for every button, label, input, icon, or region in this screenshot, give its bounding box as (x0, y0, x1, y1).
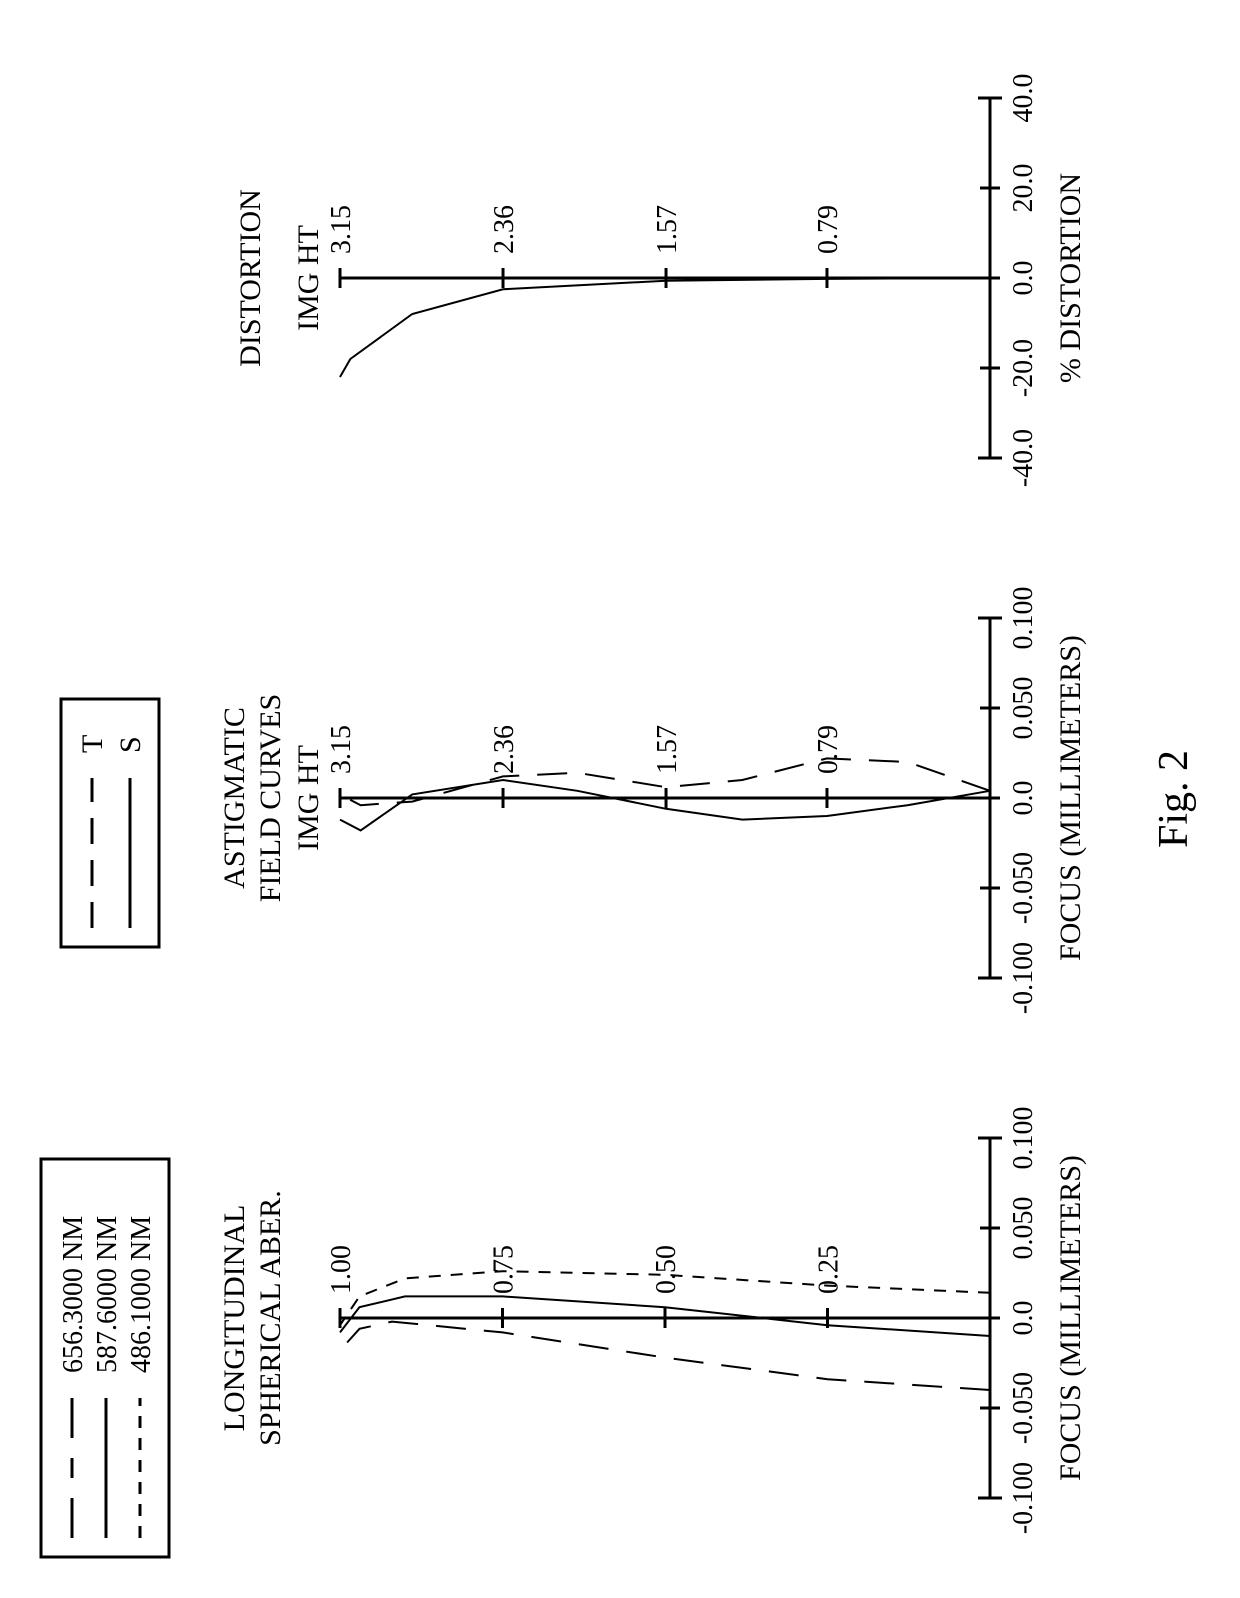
svg-text:-40.0: -40.0 (1008, 429, 1039, 487)
svg-text:0.79: 0.79 (813, 725, 844, 774)
svg-text:0.50: 0.50 (651, 1245, 682, 1294)
svg-text:2.36: 2.36 (489, 205, 520, 254)
figure-label: Fig. 2 (1150, 0, 1198, 1598)
wavelength-legend: 656.3000 NM 587.6000 NM 486.1000 NM (40, 1158, 170, 1558)
svg-text:0.0: 0.0 (1008, 781, 1039, 816)
svg-text:0.100: 0.100 (1008, 1107, 1039, 1170)
svg-text:1.57: 1.57 (652, 725, 683, 774)
svg-text:-20.0: -20.0 (1008, 339, 1039, 397)
svg-text:-0.050: -0.050 (1008, 852, 1039, 924)
svg-text:1.00: 1.00 (326, 1245, 357, 1294)
svg-text:0.050: 0.050 (1008, 1197, 1039, 1260)
svg-text:-0.100: -0.100 (1008, 1462, 1039, 1534)
svg-text:40.0: 40.0 (1008, 74, 1039, 123)
svg-text:0.0: 0.0 (1008, 1301, 1039, 1336)
ts-legend-t: T (76, 735, 109, 753)
svg-text:3.15: 3.15 (326, 205, 357, 254)
legend-label-656: 656.3000 NM (58, 1216, 89, 1373)
spherical-title-1: LONGITUDINAL (218, 1205, 251, 1432)
svg-text:-0.100: -0.100 (1008, 942, 1039, 1014)
astig-title-1: ASTIGMATIC (218, 707, 251, 889)
dist-xlabel: % DISTORTION (1054, 173, 1087, 383)
spherical-xlabel: FOCUS (MILLIMETERS) (1054, 1155, 1087, 1481)
astig-xlabel: FOCUS (MILLIMETERS) (1054, 635, 1087, 961)
ts-legend-s: S (114, 736, 147, 753)
svg-text:0.75: 0.75 (489, 1245, 520, 1294)
astig-header: IMG HT (292, 745, 325, 851)
svg-text:20.0: 20.0 (1008, 164, 1039, 213)
svg-text:3.15: 3.15 (326, 725, 357, 774)
svg-text:0.050: 0.050 (1008, 677, 1039, 740)
distortion-chart: DISTORTION IMG HT 3.15 2.36 1.57 0.79 -40.0 -… (210, 38, 1090, 518)
svg-text:2.36: 2.36 (489, 725, 520, 774)
astigmatic-field-curves-chart: ASTIGMATIC FIELD CURVES IMG HT 3.15 2.36 1… (210, 558, 1090, 1038)
svg-text:-0.050: -0.050 (1008, 1372, 1039, 1444)
svg-text:1.57: 1.57 (652, 205, 683, 254)
spherical-title-2: SPHERICAL ABER. (254, 1190, 287, 1446)
dist-header: IMG HT (292, 225, 325, 331)
ts-legend: T S (60, 698, 160, 948)
svg-text:0.79: 0.79 (813, 205, 844, 254)
svg-text:0.0: 0.0 (1008, 261, 1039, 296)
legend-label-486: 486.1000 NM (126, 1216, 157, 1373)
spherical-aberration-chart: LONGITUDINAL SPHERICAL ABER. 1.00 0.75 0.5… (210, 1078, 1090, 1558)
dist-title: DISTORTION (234, 189, 267, 367)
legend-label-587: 587.6000 NM (92, 1216, 123, 1373)
astig-title-2: FIELD CURVES (254, 694, 287, 902)
svg-text:0.100: 0.100 (1008, 587, 1039, 650)
